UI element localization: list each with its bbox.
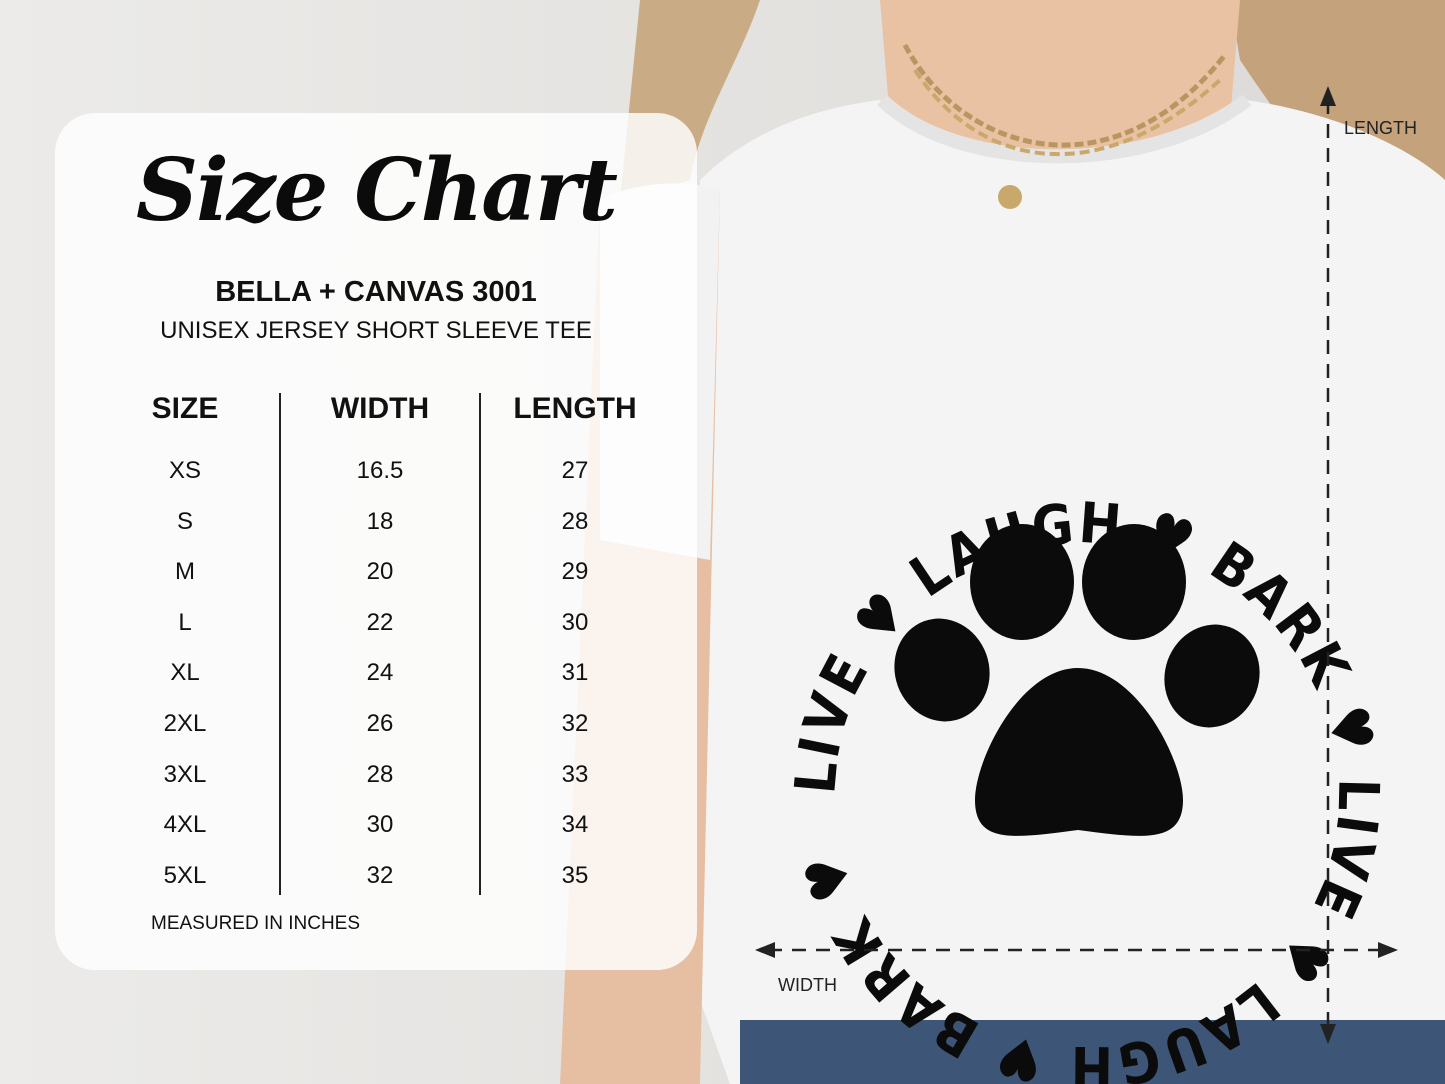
length-cell: 31 <box>561 659 589 687</box>
size-cell: S <box>176 507 193 535</box>
size-chart-panel <box>55 113 697 970</box>
paw-print-icon <box>894 524 1260 836</box>
width-cell: 28 <box>366 760 394 788</box>
width-cell: 30 <box>366 811 394 839</box>
size-cell: M <box>175 558 195 586</box>
size-cell: XL <box>170 659 200 687</box>
width-cell: 20 <box>366 558 394 586</box>
width-cell: 18 <box>366 507 394 535</box>
width-cell: 32 <box>366 861 394 889</box>
width-cell: 22 <box>366 608 394 636</box>
column-divider <box>479 393 481 895</box>
length-dimension <box>1320 86 1336 1044</box>
width-cell: 16.5 <box>356 457 404 484</box>
pendant <box>998 185 1022 209</box>
necklace <box>902 43 1227 148</box>
size-cell: XS <box>168 457 201 484</box>
product-name: UNISEX JERSEY SHORT SLEEVE TEE <box>160 317 592 344</box>
length-cell: 33 <box>561 760 589 788</box>
width-label: WIDTH <box>778 975 837 995</box>
length-cell: 32 <box>561 710 589 737</box>
brand: BELLA + CANVAS 3001 <box>215 276 537 308</box>
chart-title: Size Chart <box>135 140 618 241</box>
length-cell: 34 <box>561 811 589 839</box>
length-label: LENGTH <box>1344 118 1418 138</box>
length-cell: 29 <box>561 558 589 586</box>
header-length: LENGTH <box>513 392 637 425</box>
length-cell: 28 <box>561 507 589 535</box>
size-cell: 4XL <box>163 811 207 839</box>
size-cell: 2XL <box>163 710 207 737</box>
width-cell: 24 <box>366 659 394 687</box>
width-cell: 26 <box>366 710 394 737</box>
length-cell: 27 <box>561 457 589 484</box>
header-size: SIZE <box>151 392 219 425</box>
header-width: WIDTH <box>330 392 430 425</box>
column-divider <box>279 393 281 895</box>
size-cell: 5XL <box>163 861 207 889</box>
length-cell: 35 <box>561 861 589 889</box>
length-cell: 30 <box>561 608 589 636</box>
measurement-note: MEASURED IN INCHES <box>151 913 361 934</box>
size-cell: L <box>178 608 192 636</box>
size-cell: 3XL <box>163 760 207 788</box>
width-dimension <box>755 942 1398 958</box>
